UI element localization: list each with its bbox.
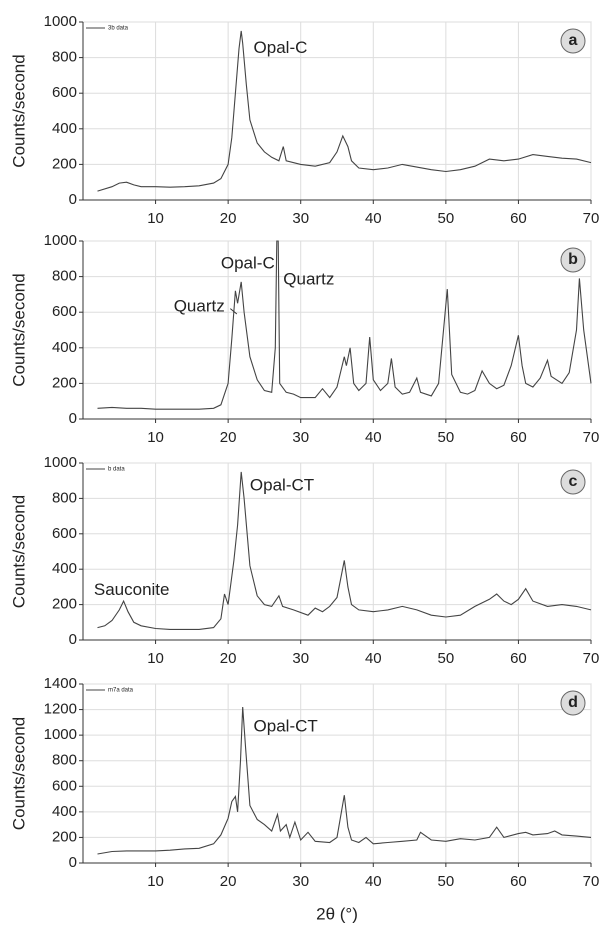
x-tick-label: 30 xyxy=(292,429,309,446)
x-tick-label: 70 xyxy=(583,650,600,667)
y-axis-label: Counts/second xyxy=(9,54,28,167)
x-tick-label: 40 xyxy=(365,650,382,667)
y-tick-label: 600 xyxy=(52,525,77,542)
y-tick-label: 400 xyxy=(52,560,77,577)
x-tick-label: 10 xyxy=(147,210,164,227)
annotation: Opal-C xyxy=(221,254,275,273)
panel-label: b xyxy=(568,251,578,268)
y-tick-label: 800 xyxy=(52,49,77,66)
x-tick-label: 60 xyxy=(510,650,527,667)
annotation: Opal-CT xyxy=(254,716,318,735)
y-tick-label: 1200 xyxy=(44,701,77,718)
annotation: Quartz xyxy=(283,270,334,289)
x-tick-label: 20 xyxy=(220,429,237,446)
y-tick-label: 400 xyxy=(52,803,77,820)
x-tick-label: 50 xyxy=(438,650,455,667)
x-tick-label: 10 xyxy=(147,429,164,446)
panel-label: a xyxy=(569,32,578,49)
x-tick-label: 30 xyxy=(292,210,309,227)
panel-badge xyxy=(560,690,586,716)
y-tick-label: 600 xyxy=(52,303,77,320)
y-axis-label: Counts/second xyxy=(9,495,28,608)
data-line xyxy=(97,30,592,192)
panel-badge xyxy=(560,28,586,54)
x-tick-label: 70 xyxy=(583,429,600,446)
data-line xyxy=(97,706,592,855)
legend-label: m7a data xyxy=(108,688,134,694)
x-tick-label: 20 xyxy=(220,210,237,227)
y-tick-label: 200 xyxy=(52,828,77,845)
y-tick-label: 400 xyxy=(52,339,77,356)
y-tick-label: 0 xyxy=(69,631,77,648)
y-axis-label: Counts/second xyxy=(9,717,28,830)
data-line xyxy=(97,471,592,630)
y-tick-label: 1000 xyxy=(44,13,77,30)
x-tick-label: 50 xyxy=(438,873,455,890)
x-tick-label: 40 xyxy=(365,873,382,890)
y-axis-label: Counts/second xyxy=(9,273,28,386)
y-tick-label: 800 xyxy=(52,268,77,285)
annotation: Opal-CT xyxy=(250,475,314,494)
y-tick-label: 600 xyxy=(52,84,77,101)
x-tick-label: 20 xyxy=(220,650,237,667)
plot-frame xyxy=(82,21,592,201)
panel-badge xyxy=(560,469,586,495)
y-tick-label: 0 xyxy=(69,410,77,427)
data-line xyxy=(97,240,592,410)
y-tick-label: 0 xyxy=(69,191,77,208)
x-tick-label: 30 xyxy=(292,650,309,667)
y-tick-label: 600 xyxy=(52,777,77,794)
y-tick-label: 200 xyxy=(52,596,77,613)
x-tick-label: 60 xyxy=(510,210,527,227)
x-tick-label: 70 xyxy=(583,873,600,890)
legend-label: 3b data xyxy=(108,26,129,32)
y-tick-label: 1000 xyxy=(44,232,77,249)
x-tick-label: 10 xyxy=(147,650,164,667)
x-tick-label: 10 xyxy=(147,873,164,890)
plot-frame xyxy=(82,462,592,641)
panel-badge xyxy=(560,247,586,273)
y-tick-label: 1000 xyxy=(44,726,77,743)
x-tick-label: 70 xyxy=(583,210,600,227)
x-tick-label: 50 xyxy=(438,210,455,227)
annotation: Quartz xyxy=(174,296,225,315)
legend-label: b data xyxy=(108,467,125,473)
x-axis-label: 2θ (°) xyxy=(316,904,358,923)
y-tick-label: 800 xyxy=(52,752,77,769)
x-tick-label: 40 xyxy=(365,210,382,227)
x-tick-label: 40 xyxy=(365,429,382,446)
x-tick-label: 20 xyxy=(220,873,237,890)
leader-line xyxy=(230,308,238,315)
x-tick-label: 60 xyxy=(510,429,527,446)
annotation: Sauconite xyxy=(94,580,170,599)
y-tick-label: 0 xyxy=(69,854,77,871)
y-tick-label: 200 xyxy=(52,374,77,391)
panel-label: c xyxy=(569,473,578,490)
plot-frame xyxy=(82,240,592,420)
y-tick-label: 800 xyxy=(52,489,77,506)
x-tick-label: 60 xyxy=(510,873,527,890)
annotation: Opal-C xyxy=(254,38,308,57)
y-tick-label: 400 xyxy=(52,120,77,137)
x-tick-label: 50 xyxy=(438,429,455,446)
panel-label: d xyxy=(568,694,578,711)
x-tick-label: 30 xyxy=(292,873,309,890)
y-tick-label: 1400 xyxy=(44,675,77,692)
y-tick-label: 1000 xyxy=(44,454,77,471)
y-tick-label: 200 xyxy=(52,155,77,172)
